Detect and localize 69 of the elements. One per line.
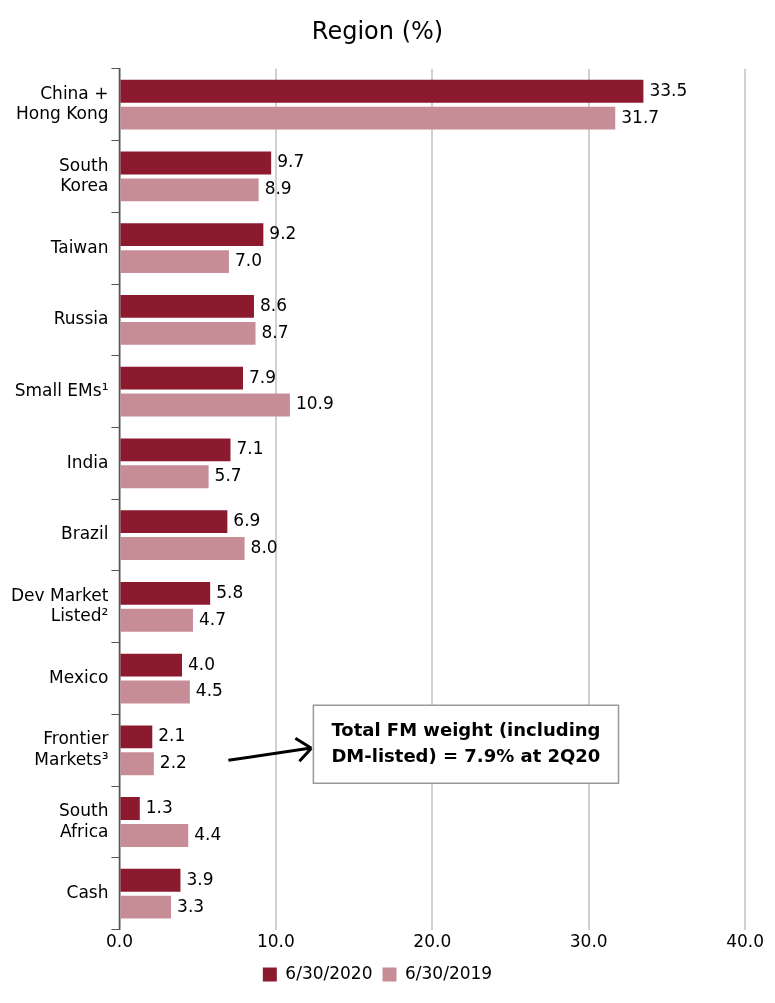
bar [120,438,231,462]
data-label: 9.7 [277,151,305,172]
bar [120,223,264,247]
data-label: 9.2 [269,223,297,244]
legend-label: 6/30/2020 [285,962,373,983]
data-label: 8.0 [250,536,278,557]
bar [120,366,244,390]
x-tick-label: 0.0 [105,931,133,952]
data-label: 6.9 [233,510,261,531]
bar [120,294,254,318]
y-tick-label: India [66,451,109,472]
bar [120,178,259,202]
bar [120,653,183,677]
y-tick-label: China + Hong Kong [16,82,109,124]
y-tick-label: Dev Market Listed² [11,585,109,626]
bar [120,393,290,417]
bar [120,537,245,560]
data-label: 7.1 [236,438,264,459]
bar [120,608,193,632]
data-label: 4.7 [198,608,227,629]
legend-label: 6/30/2019 [405,962,493,983]
bar [120,868,181,892]
bar [120,824,189,847]
bar [120,510,228,534]
data-label: 31.7 [621,106,660,127]
data-label: 3.3 [177,895,205,916]
data-label: 7.9 [249,366,277,387]
data-label: 1.3 [145,796,173,817]
y-tick-label: Brazil [61,523,109,544]
data-label: 10.9 [295,393,334,414]
y-tick-label: South Korea [59,154,109,196]
bar [120,465,209,489]
data-label: 33.5 [649,79,688,100]
bar [120,106,616,130]
y-tick-label: Frontier Markets³ [34,728,109,769]
data-label: 5.8 [216,581,244,602]
bar [120,895,172,919]
bar [120,725,153,749]
data-label: 4.4 [194,823,222,844]
data-label: 8.7 [261,321,289,342]
data-label: 7.0 [234,250,262,271]
data-label: 5.7 [214,465,242,486]
bar [120,321,256,345]
data-label: 2.2 [159,752,187,773]
data-label: 4.0 [188,653,216,674]
x-tick-label: 40.0 [726,931,764,952]
bar [120,79,644,103]
data-label: 4.5 [195,680,223,701]
bar [120,752,154,776]
bar [120,680,190,704]
y-tick-label: Small EMs¹ [14,380,109,401]
annotation: Total FM weight (including DM-listed) = 7.9% at 2Q20 [331,718,601,766]
x-tick-label: 30.0 [569,931,608,952]
x-tick-label: 20.0 [413,931,452,952]
bar [120,250,229,274]
bar [120,797,140,820]
y-tick-label: Taiwan [49,236,109,257]
data-label: 8.6 [259,294,288,315]
bar [120,151,272,175]
chart-title: Region (%) [311,16,444,45]
y-tick-label: South Africa [59,800,109,841]
y-tick-label: Cash [66,882,109,903]
data-label: 2.1 [158,725,186,746]
x-tick-label: 10.0 [256,931,295,952]
data-label: 3.9 [186,868,214,889]
y-tick-label: Mexico [49,666,109,687]
bar [120,581,211,605]
y-tick-label: Russia [53,308,109,329]
data-label: 8.9 [264,178,292,199]
